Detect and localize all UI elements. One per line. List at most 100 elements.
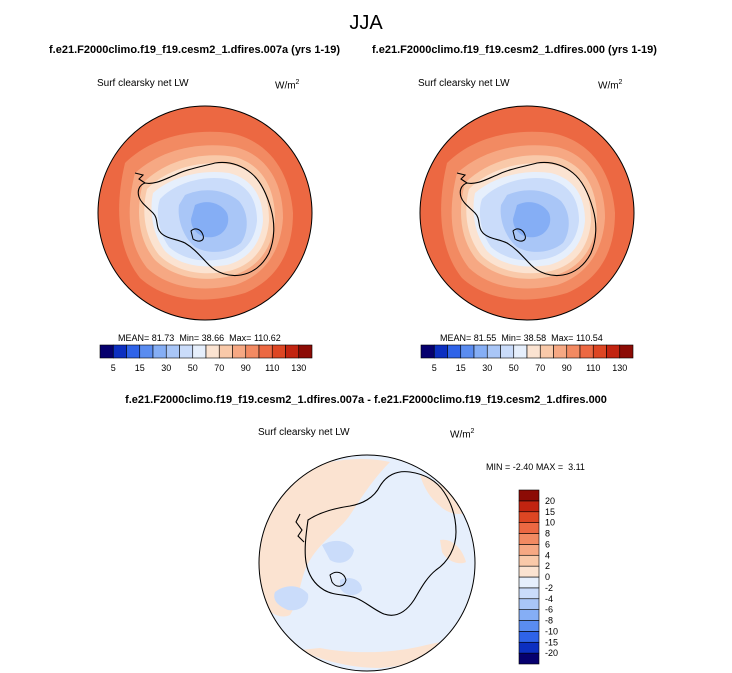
panel2-colorbar-tick-label: 130 [612,363,627,373]
panel1-map-border [97,105,313,321]
panel2-colorbar-swatch [460,344,475,359]
panel1-colorbar-swatch [112,344,127,359]
diff-colorbar-swatch [518,587,540,600]
panel2-colorbar-swatch [566,344,581,359]
panel2-colorbar-swatch [579,344,594,359]
panel1-colorbar-swatch [285,344,300,359]
panel1-colorbar: 5 15 30 50 70 90 110 130 [99,344,313,373]
diff-colorbar-swatch [518,598,540,610]
panel2-colorbar-swatch [553,344,568,359]
panel1-colorbar-tick-label: 50 [188,363,198,373]
panel1-colorbar-tick-label: 130 [291,363,306,373]
diff-colorbar-tick-label: 6 [545,539,550,549]
panel2-stats: MEAN= 81.55 Min= 38.58 Max= 110.54 [440,333,603,343]
diff-polar-map [259,455,475,671]
panel2-colorbar-tick-label: 70 [535,363,545,373]
diff-colorbar-tick-label: -8 [545,616,553,626]
panel2-polar-map [420,106,634,320]
diff-colorbar-tick-label: -2 [545,583,553,593]
diff-max: 3.11 [568,462,585,472]
panel1-colorbar-swatch [218,344,233,359]
diff-min: -2.40 [512,462,534,472]
diff-colorbar-swatch [518,511,540,523]
panel1-mean: 81.73 [151,333,175,343]
panel1-variable-title: Surf clearsky net LW [97,78,189,89]
panel2-colorbar-tick-label: 5 [432,363,437,373]
panel1-colorbar-swatch [298,344,313,359]
panel2-colorbar-swatch [447,344,462,359]
panel1-colorbar-swatch [245,344,260,359]
diff-variable-title: Surf clearsky net LW [258,427,350,438]
diff-colorbar-swatch [518,631,540,643]
panel1-colorbar-swatch [271,344,286,359]
panel1-colorbar-tick-label: 5 [111,363,116,373]
panel1-stats: MEAN= 81.73 Min= 38.66 Max= 110.62 [118,333,281,343]
diff-colorbar-tick-label: -10 [545,626,558,636]
diff-colorbar-swatch [518,620,540,632]
panel2-colorbar-tick-label: 110 [586,363,600,373]
panel2-colorbar-swatch [486,344,501,359]
panel2-max: 110.54 [575,333,603,343]
diff-colorbar-tick-label: 15 [545,507,555,517]
diff-colorbar-swatch [518,544,540,556]
diff-colorbar-tick-label: -6 [545,605,553,615]
diff-colorbar-swatch [518,641,540,654]
panel1-colorbar-tick-label: 70 [214,363,224,373]
panel2-colorbar-swatch [420,344,435,359]
panel2-colorbar-swatch [592,344,607,359]
diff-colorbar-tick-label: -4 [545,594,553,604]
diff-colorbar-swatch [518,489,540,502]
diff-colorbar-tick-label: 10 [545,518,555,528]
panel2-colorbar-swatch [606,344,621,359]
panel1-colorbar-tick-label: 90 [241,363,251,373]
panel1-colorbar-swatch [258,344,273,359]
diff-colorbar-swatch [518,533,540,545]
panel1-colorbar-swatch [205,344,220,359]
panel1-colorbar-swatch [165,344,180,359]
panel2-units: W/m2 [598,79,623,92]
panel1-colorbar-tick-label: 110 [265,363,279,373]
panel1-colorbar-swatch [126,344,141,359]
diff-colorbar-tick-label: 2 [545,561,550,571]
panel1-colorbar-swatch [152,344,167,359]
diff-case-title: f.e21.F2000climo.f19_f19.cesm2_1.dfires.… [125,394,607,406]
panel2-colorbar-swatch [473,344,488,359]
panel1-colorbar-tick-label: 15 [135,363,145,373]
diff-colorbar-tick-label: 8 [545,529,550,539]
diff-colorbar-tick-label: -20 [545,648,558,658]
panel2-colorbar-swatch [513,344,528,359]
panel2-colorbar-tick-label: 30 [482,363,492,373]
panel2-colorbar-tick-label: 50 [509,363,519,373]
panel2-variable-title: Surf clearsky net LW [418,78,510,89]
panel2-colorbar-swatch [619,344,634,359]
panel2-mean: 81.55 [473,333,497,343]
panel2-colorbar-tick-label: 90 [562,363,572,373]
diff-colorbar-swatch [518,576,540,589]
panel1-colorbar-swatch [139,344,154,359]
panel1-colorbar-swatch [192,344,207,359]
diff-colorbar-swatch [518,652,540,665]
diff-colorbar-swatch [518,565,540,578]
panel2-case-title: f.e21.F2000climo.f19_f19.cesm2_1.dfires.… [372,44,657,56]
panel1-colorbar-swatch [232,344,247,359]
panel2-colorbar-swatch [500,344,515,359]
season-title: JJA [349,12,383,34]
panel1-max: 110.62 [253,333,281,343]
diff-colorbar-tick-label: 0 [545,572,550,582]
diff-units: W/m2 [450,428,475,441]
panel2-colorbar: 5 15 30 50 70 90 110 130 [420,344,634,373]
diff-colorbar-tick-label: 20 [545,496,555,506]
diff-map-border [258,454,476,672]
panel2-colorbar-tick-label: 15 [456,363,466,373]
panel1-colorbar-swatch [179,344,194,359]
diff-stats: MIN = -2.40 MAX = 3.11 [486,462,585,472]
panel1-units: W/m2 [275,79,300,92]
panel2-colorbar-swatch [433,344,448,359]
diff-colorbar-tick-label: -15 [545,637,558,647]
panel1-colorbar-tick-label: 30 [161,363,171,373]
panel1-polar-map [98,106,312,320]
diff-colorbar-tick-label: 4 [545,550,550,560]
diff-colorbar-swatch [518,609,540,621]
